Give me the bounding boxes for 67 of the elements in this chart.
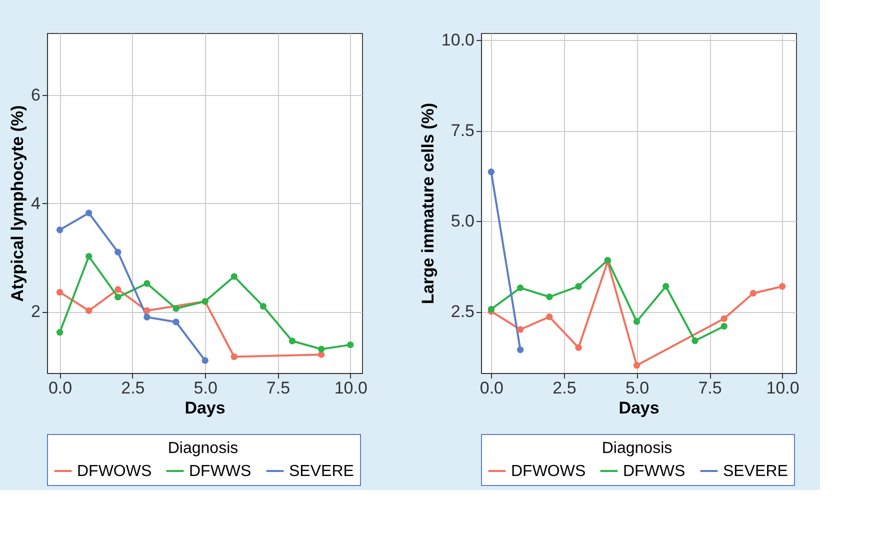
point [546, 313, 553, 320]
point [575, 283, 582, 290]
point [516, 326, 524, 333]
point [516, 284, 524, 292]
y-tick-label: 4 [31, 194, 40, 213]
x-tick-label: 7.5 [698, 378, 722, 398]
y-axis-title: Large immature cells (%) [418, 102, 438, 304]
point [720, 322, 728, 330]
y-tick-label: 2 [31, 302, 40, 322]
y-tick-label: 10.0 [441, 30, 474, 50]
point [750, 290, 757, 297]
point [516, 346, 524, 354]
y-tick-label: 7.5 [450, 121, 474, 140]
legend-label: DFWOWS [77, 463, 152, 480]
point [202, 357, 208, 364]
point [144, 280, 150, 287]
point [144, 314, 150, 320]
y-tick-label: 2.5 [450, 302, 474, 322]
legend-label: SEVERE [289, 463, 354, 480]
point [114, 286, 122, 293]
point [230, 273, 238, 280]
point [230, 353, 238, 360]
x-tick-label: 10.0 [766, 378, 800, 398]
point [144, 307, 150, 314]
x-tick-label: 0.0 [480, 378, 504, 398]
point [85, 307, 92, 314]
point [114, 294, 122, 300]
x-tick-label: 2.5 [121, 378, 145, 398]
legend-label: DFWOWS [511, 463, 586, 480]
point [662, 283, 670, 290]
point [56, 288, 64, 296]
point [692, 337, 698, 344]
legend-title: Diagnosis [168, 440, 238, 457]
y-tick-label: 6 [31, 85, 40, 104]
x-tick-label: 0.0 [48, 378, 72, 398]
x-tick-label: 5.0 [625, 378, 650, 398]
point [56, 226, 64, 234]
legend-title: Diagnosis [602, 440, 672, 457]
point [347, 341, 354, 348]
x-axis-title: Days [184, 398, 226, 418]
point [546, 294, 553, 300]
point [318, 346, 325, 352]
x-axis-title: Days [618, 398, 660, 418]
point [85, 253, 92, 260]
point [488, 306, 495, 313]
point [633, 362, 640, 369]
point [172, 305, 180, 312]
x-tick-label: 10.0 [334, 378, 368, 398]
x-tick-label: 2.5 [552, 378, 576, 398]
point [633, 318, 640, 325]
point [488, 168, 495, 176]
point [288, 338, 296, 344]
x-tick-label: 7.5 [266, 378, 290, 398]
point [575, 344, 582, 351]
legend-label: DFWWS [189, 463, 252, 480]
legend-label: DFWWS [623, 463, 686, 480]
point [778, 283, 786, 290]
point [56, 328, 64, 336]
point [114, 248, 122, 256]
point [720, 315, 728, 322]
y-tick-label: 5.0 [450, 212, 474, 231]
point [85, 210, 92, 216]
x-tick-label: 5.0 [194, 378, 218, 398]
point [260, 302, 267, 310]
y-axis-title: Atypical lymphocyte (%) [8, 105, 28, 302]
legend-label: SEVERE [723, 463, 788, 480]
point [172, 318, 180, 326]
